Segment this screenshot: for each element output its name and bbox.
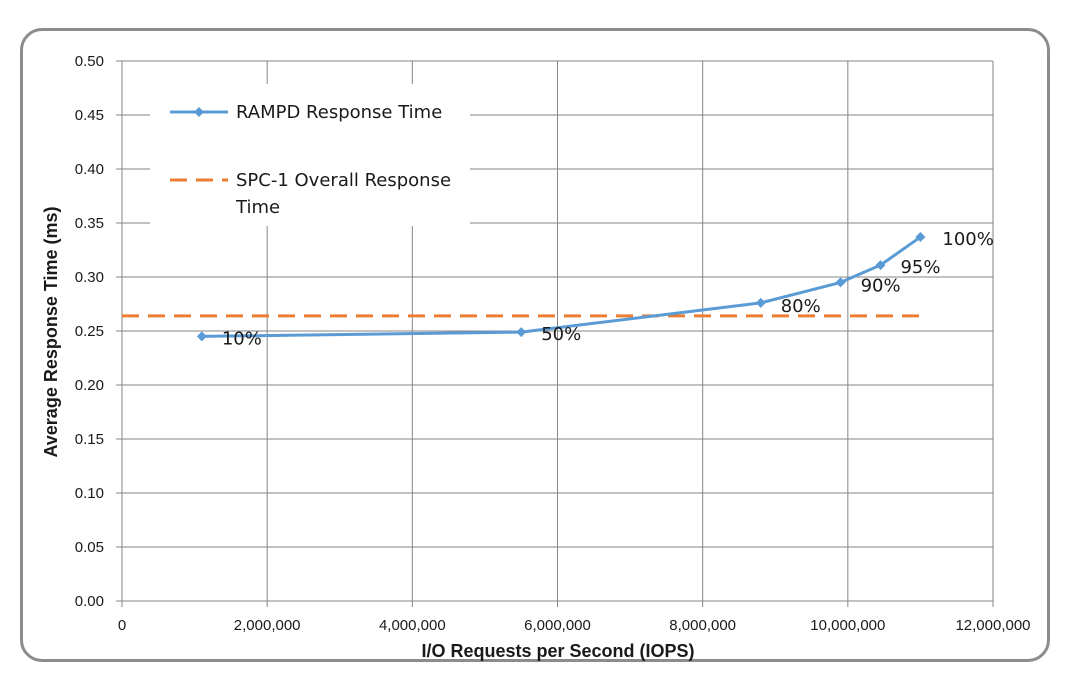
data-point-label: 80%	[781, 296, 821, 317]
legend-marker-rampd	[194, 107, 204, 117]
x-tick-label: 0	[118, 617, 126, 634]
data-series: 10% 50% 80% 90%95%100%	[196, 229, 994, 349]
x-tick-label: 8,000,000	[669, 617, 736, 634]
data-point-marker	[875, 260, 886, 271]
y-tick-label: 0.15	[75, 431, 104, 448]
x-tick-label: 6,000,000	[524, 617, 591, 634]
legend-label-spc1: SPC-1 Overall Response	[236, 170, 451, 191]
x-tick-label: 4,000,000	[379, 617, 446, 634]
data-point-marker	[196, 331, 207, 342]
x-tick-label: 10,000,000	[810, 617, 885, 634]
data-point-label: 100%	[942, 229, 993, 250]
y-tick-label: 0.05	[75, 539, 104, 556]
data-point-label: 50%	[541, 324, 581, 345]
y-tick-label: 0.35	[75, 215, 104, 232]
y-tick-label: 0.00	[75, 593, 104, 610]
legend-background	[150, 84, 470, 226]
data-point-label: 90%	[861, 275, 901, 296]
x-tick-label: 2,000,000	[234, 617, 301, 634]
y-tick-label: 0.30	[75, 269, 104, 286]
y-tick-label: 0.25	[75, 323, 104, 340]
y-tick-label: 0.10	[75, 485, 104, 502]
legend-label-spc1: Time	[235, 197, 280, 218]
x-axis-ticks: 0 2,000,000 4,000,000 6,000,000 8,000,000 10,…	[118, 617, 1031, 634]
x-axis-title: I/O Requests per Second (IOPS)	[421, 641, 694, 661]
y-axis-ticks: 0.00 0.05 0.10 0.15 0.20 0.25 0.30 0.35 0.40 0.45…	[75, 53, 104, 610]
y-tick-label: 0.50	[75, 53, 104, 70]
legend: RAMPD Response Time SPC-1 Overall Respons…	[150, 84, 470, 226]
data-point-label: 10%	[222, 328, 262, 349]
data-point-marker	[755, 297, 766, 308]
data-point-marker	[516, 327, 527, 338]
y-tick-label: 0.40	[75, 161, 104, 178]
y-tick-label: 0.45	[75, 107, 104, 124]
y-axis-title: Average Response Time (ms)	[41, 206, 61, 457]
legend-label-rampd: RAMPD Response Time	[236, 102, 442, 123]
y-tick-label: 0.20	[75, 377, 104, 394]
x-tick-label: 12,000,000	[955, 617, 1030, 634]
data-point-marker	[915, 232, 926, 243]
rampd-response-line	[201, 235, 922, 338]
data-point-marker	[835, 277, 846, 288]
data-point-label: 95%	[900, 257, 940, 278]
